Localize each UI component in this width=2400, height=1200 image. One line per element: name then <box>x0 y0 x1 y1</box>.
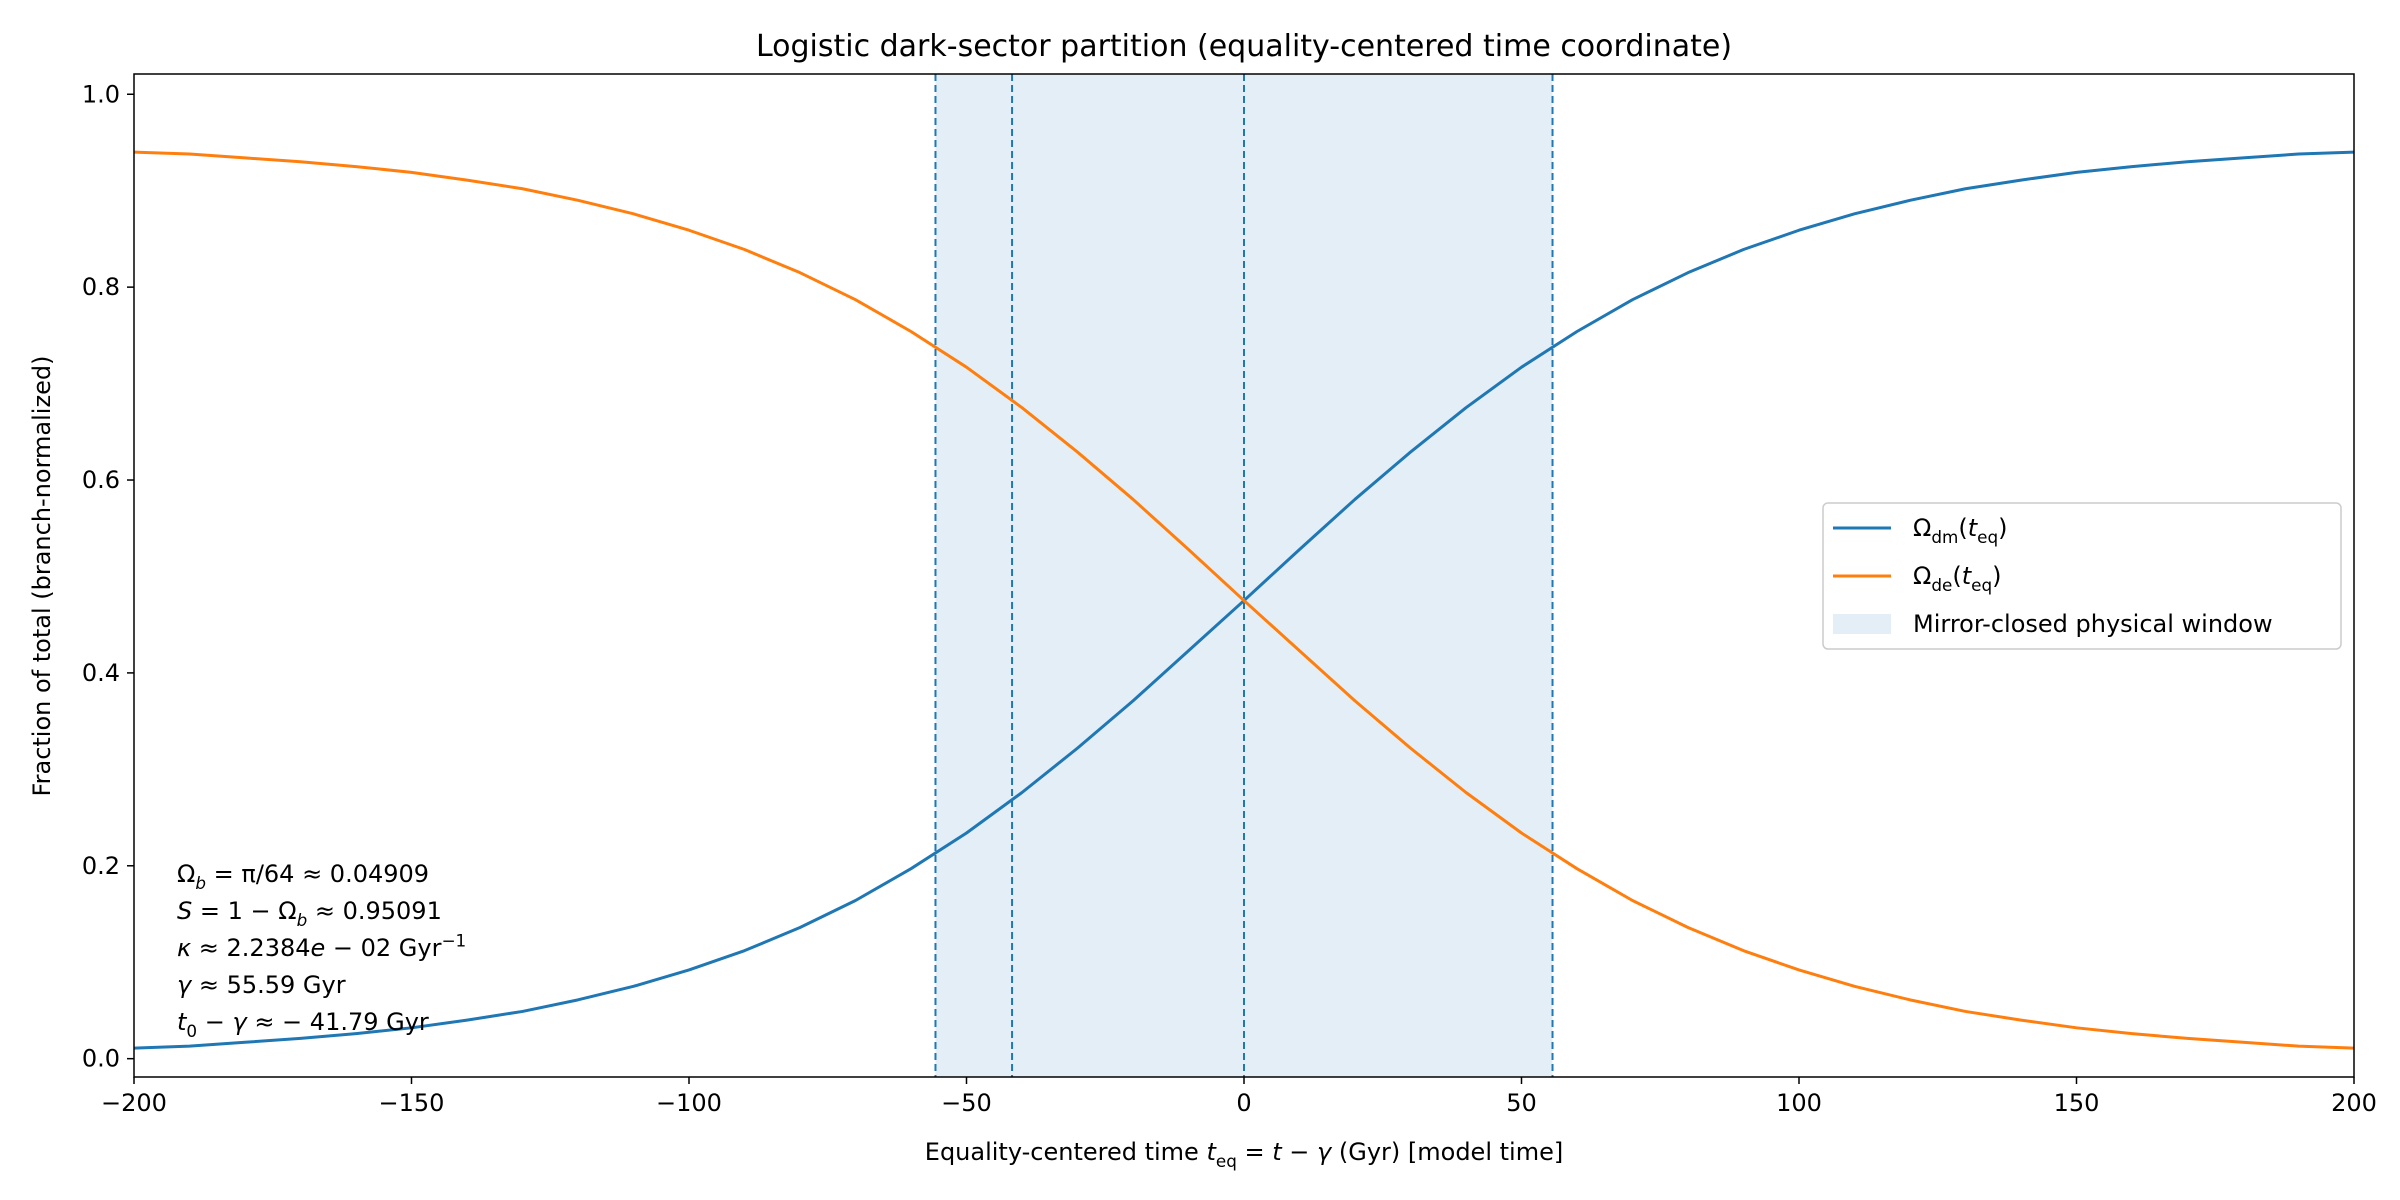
y-tick-label: 1.0 <box>82 80 120 108</box>
text-segment: ≈ 2.2384 <box>191 934 310 962</box>
annotation-line: S = 1 − Ωb ≈ 0.95091 <box>177 897 442 930</box>
text-segment: Ω <box>1913 514 1931 542</box>
x-tick-label: 50 <box>1506 1089 1537 1117</box>
chart-title: Logistic dark-sector partition (equality… <box>756 29 1732 64</box>
series-line <box>133 150 2355 1050</box>
text-segment: t <box>1272 1138 1283 1166</box>
text-segment: eq <box>1977 527 1998 547</box>
x-tick-label: −150 <box>379 1089 445 1117</box>
legend-label: Ωdm(teq) <box>1913 514 2008 547</box>
x-tick-label: 150 <box>2054 1089 2100 1117</box>
y-tick-label: 0.0 <box>82 1045 120 1073</box>
text-segment: ≈ − 41.79 Gyr <box>247 1008 429 1036</box>
text-segment: ( <box>1952 562 1961 590</box>
y-tick-label: 0.4 <box>82 659 120 687</box>
text-segment: γ <box>232 1008 248 1036</box>
text-segment: −1 <box>441 930 466 950</box>
x-tick-label: −200 <box>101 1089 167 1117</box>
text-segment: Ω <box>177 860 195 888</box>
text-segment: 0 <box>186 1021 197 1041</box>
text-segment: t <box>1206 1138 1217 1166</box>
text-segment: ( <box>1958 514 1967 542</box>
text-segment: − <box>1282 1138 1317 1166</box>
annotation-line: κ ≈ 2.2384e − 02 Gyr−1 <box>177 930 466 962</box>
text-segment: − <box>197 1008 232 1036</box>
text-segment: = <box>1237 1138 1272 1166</box>
text-segment: γ <box>1317 1138 1333 1166</box>
legend-label: Ωde(teq) <box>1913 562 2001 595</box>
text-segment: eq <box>1216 1151 1237 1171</box>
annotation-line: t0 − γ ≈ − 41.79 Gyr <box>177 1008 429 1041</box>
y-tick-label: 0.8 <box>82 273 120 301</box>
legend-box <box>1822 502 2342 650</box>
legend-swatch <box>1833 614 1891 634</box>
text-segment: (Gyr) [model time] <box>1331 1138 1563 1166</box>
text-segment: b <box>297 910 308 930</box>
text-segment: ≈ 55.59 Gyr <box>191 971 346 999</box>
text-segment: ) <box>1992 562 2001 590</box>
text-segment: dm <box>1931 527 1958 547</box>
text-segment: κ <box>177 934 192 962</box>
x-tick-label: −100 <box>656 1089 722 1117</box>
x-tick-label: −50 <box>941 1089 992 1117</box>
text-segment: S <box>177 897 192 925</box>
y-tick-label: 0.2 <box>82 852 120 880</box>
text-segment: e <box>311 934 326 962</box>
y-axis-label: Fraction of total (branch-normalized) <box>28 356 56 797</box>
text-segment: = π/64 ≈ 0.04909 <box>206 860 429 888</box>
x-tick-label: 100 <box>1776 1089 1822 1117</box>
x-tick-label: 200 <box>2331 1089 2377 1117</box>
legend-label: Mirror-closed physical window <box>1913 610 2273 638</box>
text-segment: de <box>1931 575 1952 595</box>
annotation-line: γ ≈ 55.59 Gyr <box>177 971 346 999</box>
text-segment: Ω <box>1913 562 1931 590</box>
text-segment: eq <box>1971 575 1992 595</box>
text-segment: = 1 − Ω <box>192 897 296 925</box>
text-segment: ≈ 0.95091 <box>307 897 442 925</box>
text-segment: Equality-centered time <box>925 1138 1207 1166</box>
text-segment: γ <box>177 971 193 999</box>
y-tick-label: 0.6 <box>82 466 120 494</box>
text-segment: ) <box>1998 514 2007 542</box>
annotation-line: Ωb = π/64 ≈ 0.04909 <box>177 860 429 893</box>
text-segment: b <box>195 873 206 893</box>
x-tick-label: 0 <box>1236 1089 1251 1117</box>
text-segment: t <box>1962 562 1973 590</box>
text-segment: t <box>1968 514 1979 542</box>
text-segment: t <box>177 1008 188 1036</box>
x-axis-label: Equality-centered time teq = t − γ (Gyr)… <box>925 1138 1563 1171</box>
text-segment: − 02 Gyr <box>325 934 441 962</box>
